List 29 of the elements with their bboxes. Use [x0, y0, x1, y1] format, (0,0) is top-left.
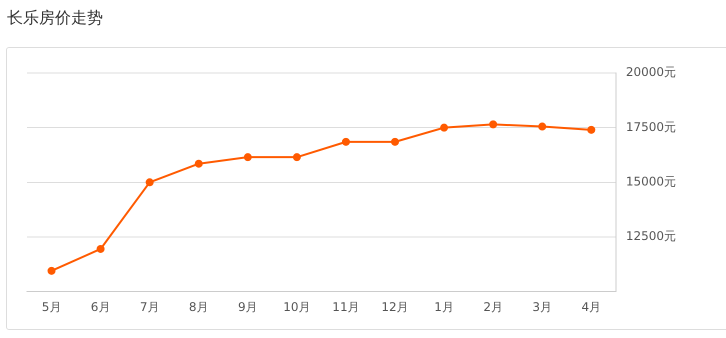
x-tick-label: 7月 [140, 300, 160, 314]
point [48, 266, 56, 275]
y-tick-label: 12500元 [626, 229, 676, 244]
x-tick-label: 5月 [42, 300, 62, 314]
point [292, 153, 301, 162]
x-tick-label: 2月 [483, 300, 503, 314]
y-tick-label: 17500元 [626, 120, 676, 134]
y-tick-label: 15000元 [626, 174, 676, 188]
y-tick-label: 20000元 [626, 65, 676, 80]
point [146, 178, 154, 186]
x-tick-label: 6月 [90, 300, 110, 314]
point [440, 124, 448, 132]
chart-title: 长乐房价走势 [7, 8, 103, 29]
x-tick-label: 8月 [188, 300, 209, 314]
point [587, 126, 596, 134]
point [342, 138, 350, 146]
point [391, 138, 400, 146]
point [194, 160, 203, 168]
x-tick-label: 4月 [581, 300, 602, 314]
x-tick-label: 1月 [434, 300, 454, 314]
point [96, 244, 105, 253]
x-tick-label: 9月 [238, 300, 258, 314]
x-tick-label: 11月 [332, 300, 360, 314]
x-tick-label: 12月 [381, 300, 409, 314]
x-tick-label: 3月 [532, 300, 552, 314]
x-tick-label: 10月 [283, 300, 311, 314]
point [489, 120, 498, 128]
point [244, 153, 252, 162]
point [538, 122, 546, 131]
